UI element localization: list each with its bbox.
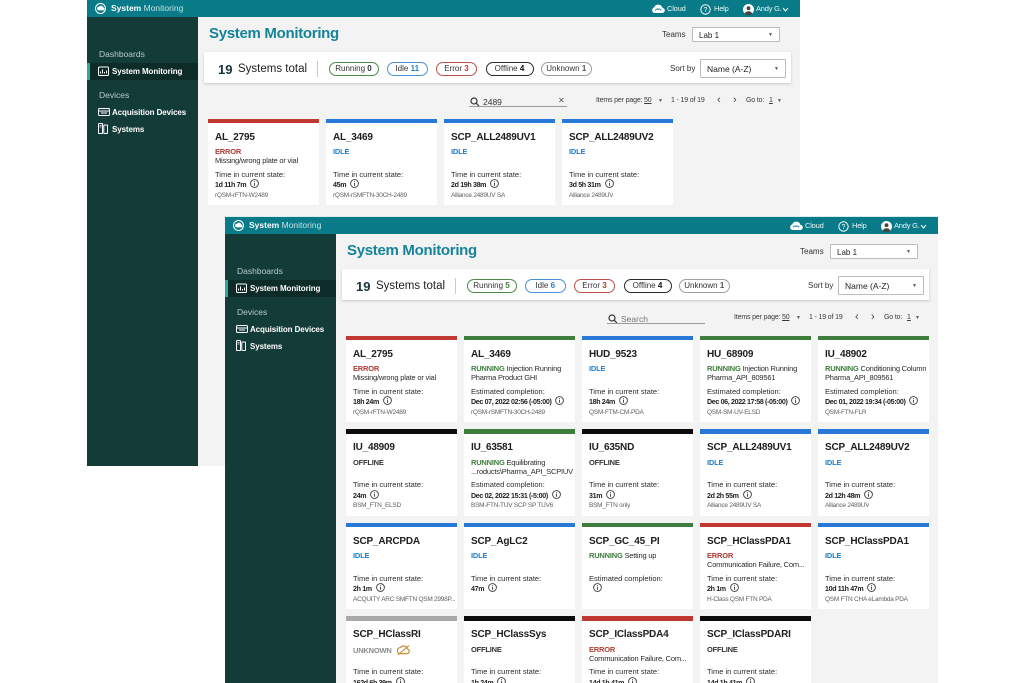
svg-text:?: ? — [704, 7, 708, 14]
svg-text:?: ? — [842, 224, 846, 231]
